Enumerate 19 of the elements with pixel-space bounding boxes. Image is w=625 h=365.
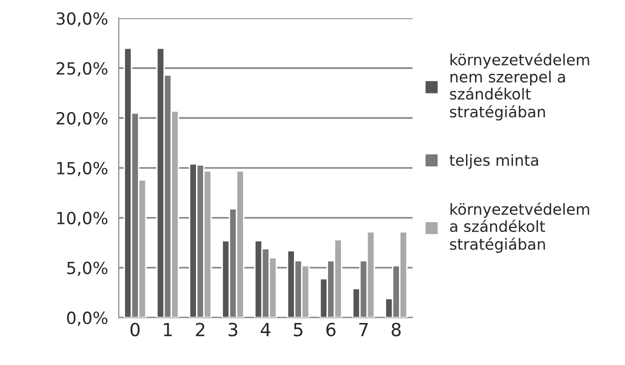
x-tick-label: 0 (130, 322, 140, 336)
x-tick-label: 7 (359, 322, 368, 336)
y-tick-label: 0,0% (67, 312, 108, 326)
y-tick-label: 15,0% (57, 162, 108, 176)
y-tick-label: 20,0% (56, 112, 108, 126)
x-tick-label: 3 (228, 322, 238, 336)
y-tick-label: 25,0% (56, 62, 108, 76)
y-tick-label: 10,0% (57, 212, 108, 226)
x-tick-label: 2 (196, 322, 204, 336)
y-tick-label: 5,0% (67, 262, 108, 276)
x-tick-label: 1 (164, 322, 172, 336)
x-tick-label: 8 (392, 322, 401, 336)
x-tick-label: 5 (294, 322, 302, 336)
x-tick-label: 6 (326, 322, 336, 336)
legend-label: környezetvédelem a szándékolt stratégiában (450, 202, 590, 253)
legend-label: teljes minta (450, 154, 538, 169)
legend-label: környezetvédelem nem szerepel a szándékolt stratégiában (450, 53, 590, 120)
y-tick-label: 30,0% (56, 12, 108, 27)
x-tick-label: 4 (260, 322, 270, 336)
